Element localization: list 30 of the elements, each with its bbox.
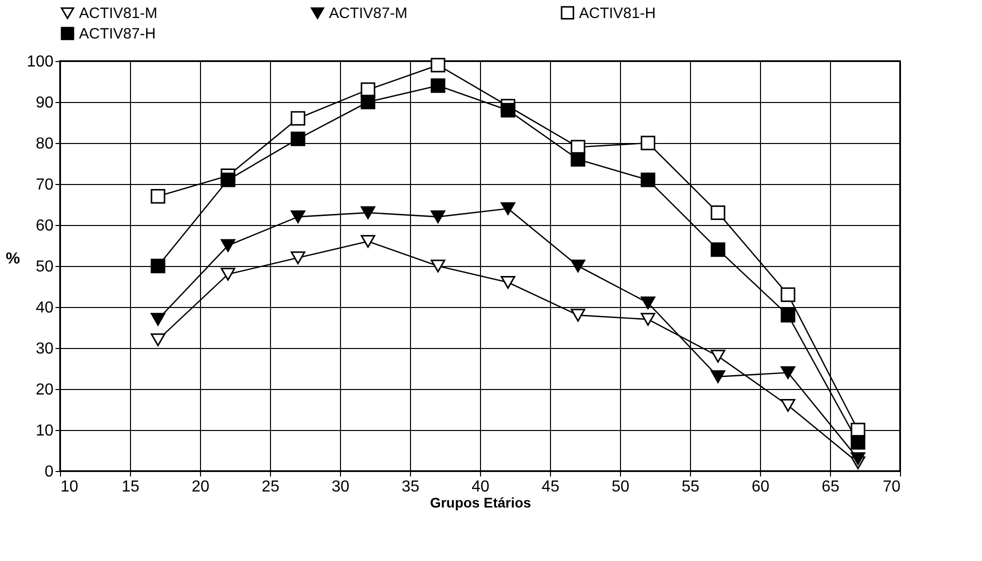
x-tick-label: 65 <box>822 478 840 496</box>
y-tick-label: 30 <box>36 340 54 358</box>
y-tick-label: 20 <box>36 382 54 398</box>
y-tick-label: 10 <box>36 422 54 440</box>
x-tick-label: 35 <box>402 478 420 496</box>
y-tick-label: 50 <box>36 258 54 276</box>
x-tick-label: 70 <box>882 478 901 496</box>
x-tick-label: 55 <box>682 478 700 496</box>
x-tick-label: 60 <box>752 478 770 496</box>
x-tick-label: 25 <box>262 478 280 496</box>
y-tick-label: 80 <box>36 136 54 152</box>
y-axis-title: % <box>6 250 20 268</box>
x-tick-label: 15 <box>122 478 140 496</box>
legend-label: ACTIV81-H <box>579 4 656 22</box>
y-tick-label: 40 <box>36 300 54 316</box>
legend-label: ACTIV87-M <box>329 5 408 22</box>
y-tick-label: 90 <box>36 94 54 112</box>
y-tick-label: 60 <box>36 218 54 234</box>
x-tick-label: 10 <box>60 478 78 496</box>
y-tick-label: 0 <box>44 464 54 480</box>
legend-label: ACTIV87-H <box>79 26 156 42</box>
x-axis-title: Grupos Etários <box>430 494 532 510</box>
y-tick-label: 70 <box>36 176 54 194</box>
y-tick-label: 100 <box>26 54 54 70</box>
x-tick-label: 50 <box>612 478 630 496</box>
x-tick-label: 30 <box>332 478 350 496</box>
x-tick-label: 40 <box>472 478 490 496</box>
x-tick-label: 20 <box>192 478 210 496</box>
x-tick-label: 45 <box>542 478 560 496</box>
legend-label: ACTIV81-M <box>79 5 158 22</box>
